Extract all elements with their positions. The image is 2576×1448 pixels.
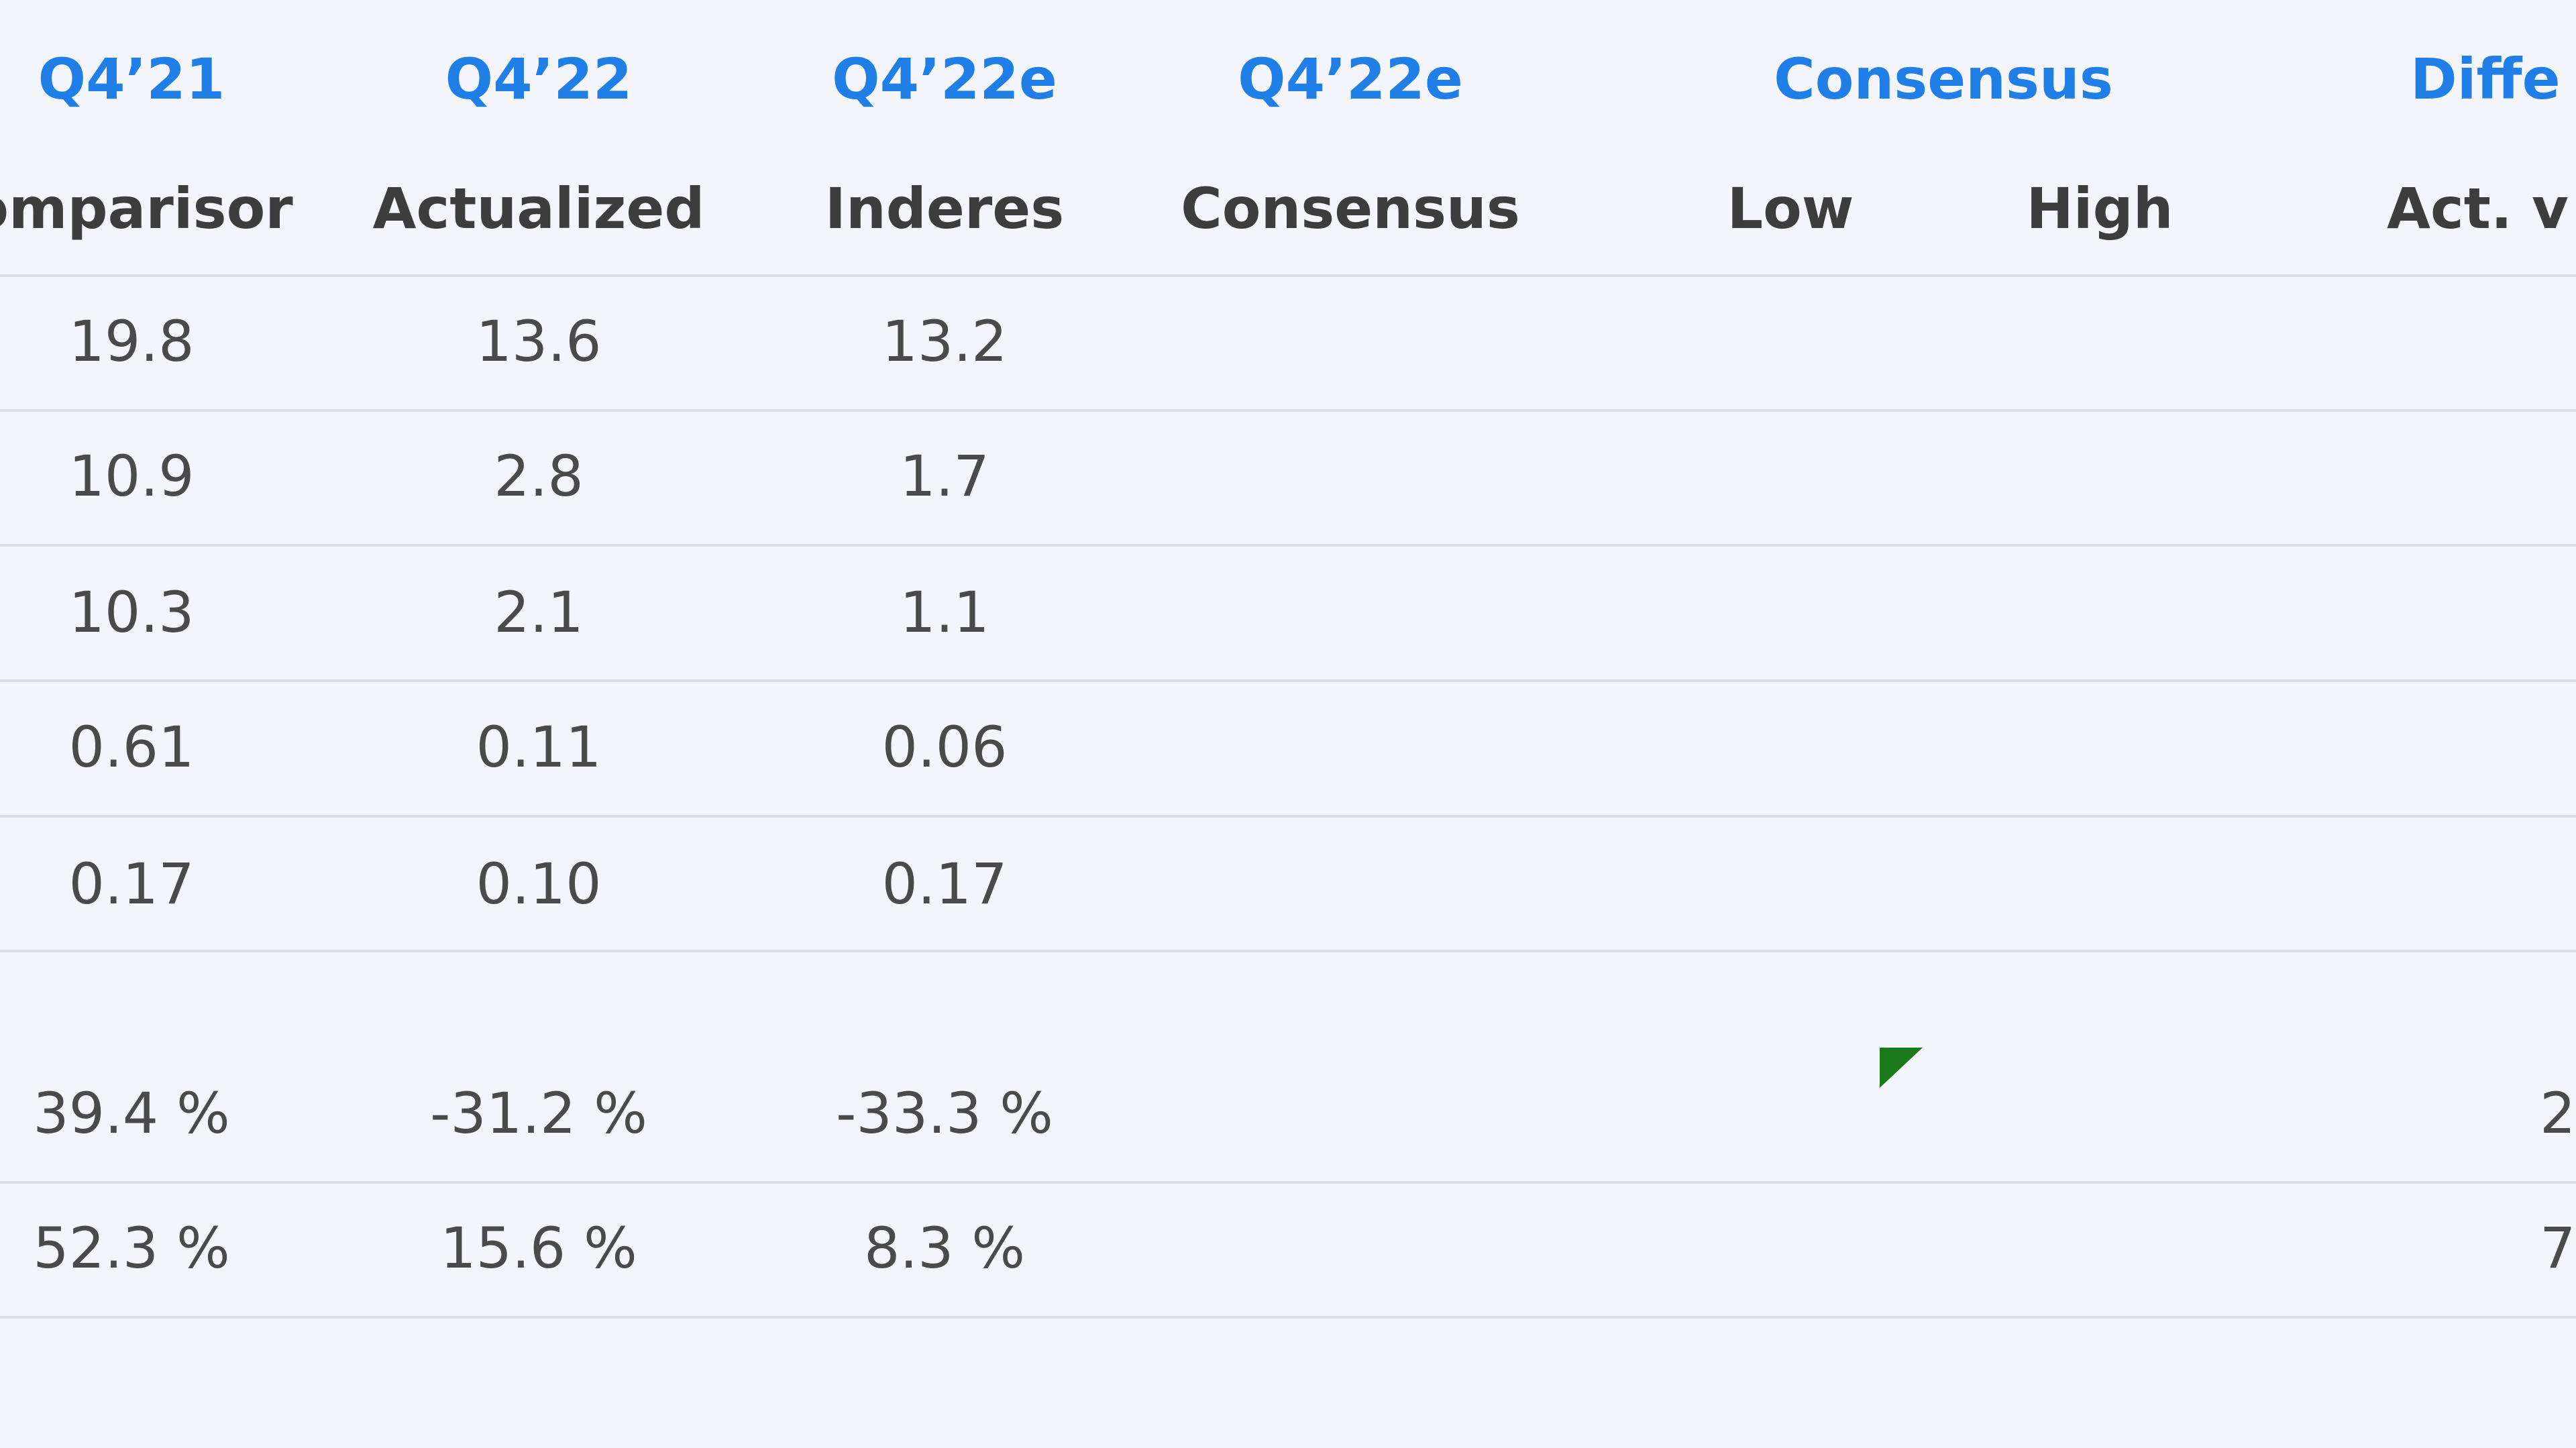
row-divider [0, 1181, 2576, 1184]
row-divider [0, 679, 2576, 682]
cell: 0.06 [881, 714, 1008, 780]
cell: 52.3 % [33, 1215, 230, 1281]
cell: 2.1 [494, 579, 584, 645]
row-divider [0, 1316, 2576, 1319]
green-flag-icon [1880, 1048, 1923, 1088]
cell: -33.3 % [836, 1080, 1053, 1146]
column-period: Q4’22e [832, 46, 1057, 112]
cell: 15.6 % [440, 1215, 637, 1281]
column-period: Consensus [1774, 46, 2113, 112]
row-divider [0, 815, 2576, 818]
column-period: Q4’21 [38, 46, 225, 112]
cell: 7 [2540, 1215, 2576, 1281]
column-label: Inderes [824, 176, 1065, 241]
cell: 13.6 [476, 309, 602, 374]
row-divider [0, 950, 2576, 952]
row-divider [0, 544, 2576, 547]
column-label: Consensus [1181, 176, 1520, 241]
column-label: Low [1727, 176, 1854, 241]
column-label: Act. v [2387, 176, 2569, 241]
cell: -31.2 % [430, 1080, 647, 1146]
column-label: Actualized [372, 176, 705, 241]
column-label: High [2026, 176, 2174, 241]
cell: 13.2 [881, 309, 1008, 374]
column-period: Diffe [2410, 46, 2561, 112]
cell: 0.61 [68, 714, 195, 780]
column-period: Q4’22 [445, 46, 633, 112]
cell: 10.9 [68, 443, 195, 509]
cell: 39.4 % [33, 1080, 230, 1146]
column-label: omparisor [0, 176, 293, 241]
cell: 2.8 [494, 443, 584, 509]
cell: 0.11 [476, 714, 602, 780]
cell: 0.10 [476, 851, 602, 917]
cell: 19.8 [68, 309, 195, 374]
cell: 0.17 [881, 851, 1008, 917]
row-divider [0, 274, 2576, 277]
cell: 1.7 [900, 443, 989, 509]
cell: 8.3 % [863, 1215, 1026, 1281]
cell: 10.3 [68, 579, 195, 645]
cell: 0.17 [68, 851, 195, 917]
cell: 2 [2540, 1080, 2576, 1146]
cell: 1.1 [900, 579, 989, 645]
column-period: Q4’22e [1238, 46, 1463, 112]
row-divider [0, 409, 2576, 412]
